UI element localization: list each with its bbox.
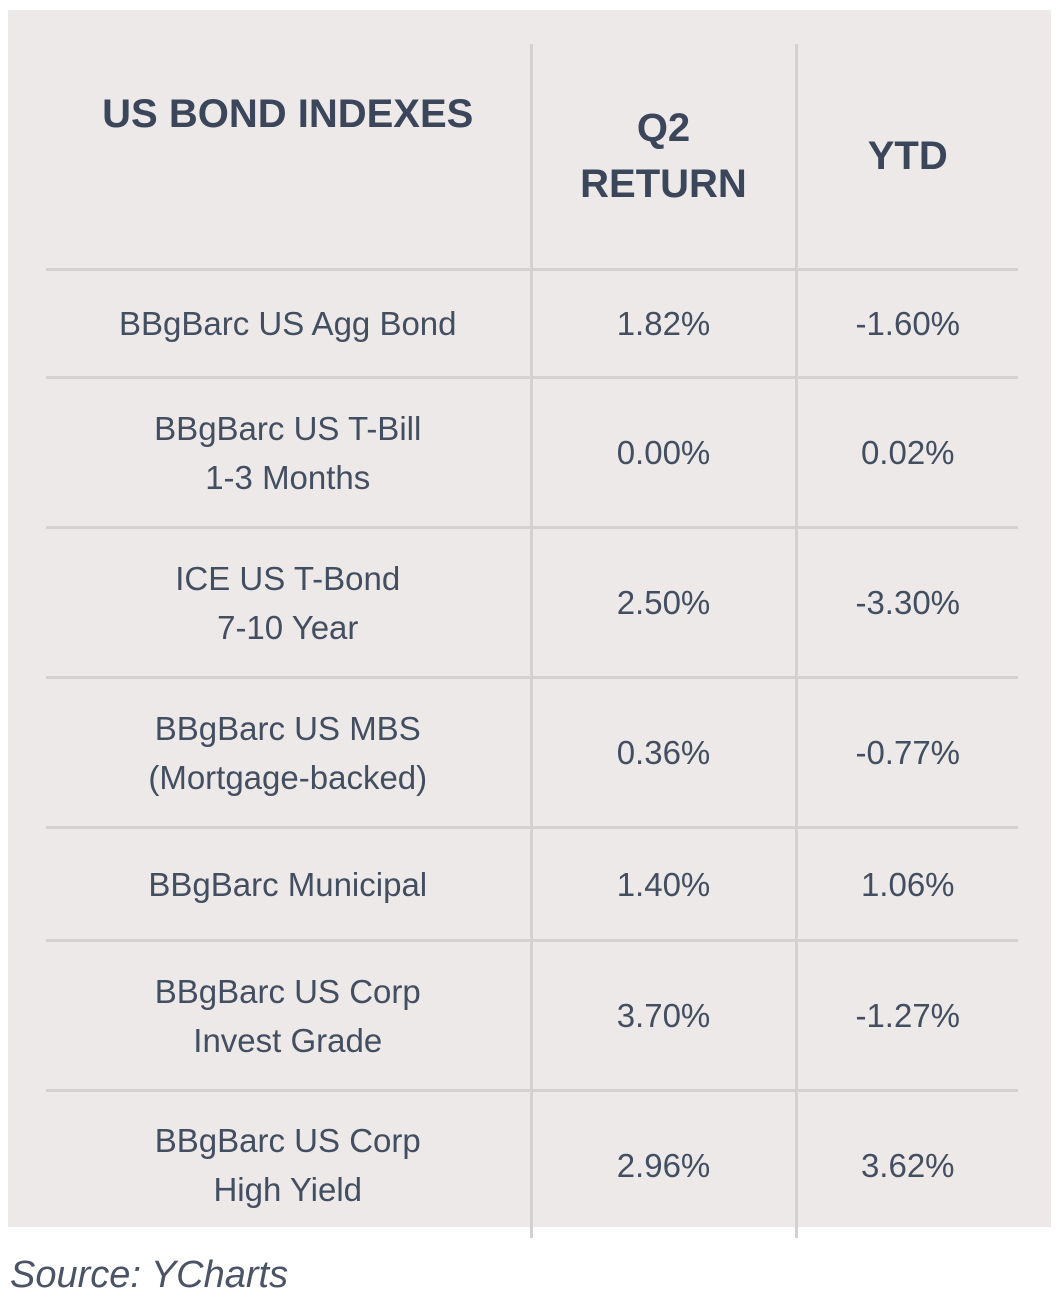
index-name-subtitle: 1-3 Months <box>205 459 370 496</box>
index-name-cell: BBgBarc Municipal <box>46 828 531 941</box>
index-name: BBgBarc US Corp <box>155 973 421 1010</box>
index-name: BBgBarc Municipal <box>148 866 427 903</box>
table-panel: US BOND INDEXES Q2 RETURN YTD BBgBarc US… <box>8 10 1051 1227</box>
index-name: BBgBarc US Agg Bond <box>119 305 457 342</box>
header-ytd-label: YTD <box>868 134 948 178</box>
index-name-cell: BBgBarc US MBS (Mortgage-backed) <box>46 678 531 828</box>
header-row: US BOND INDEXES Q2 RETURN YTD <box>46 44 1018 270</box>
q2-return-cell: 0.36% <box>531 678 796 828</box>
header-index-label: US BOND INDEXES <box>102 92 473 136</box>
q2-return-cell: 1.82% <box>531 270 796 378</box>
index-name-cell: ICE US T-Bond 7-10 Year <box>46 528 531 678</box>
index-name-subtitle: High Yield <box>213 1171 362 1208</box>
header-q2-line2: RETURN <box>580 162 747 206</box>
q2-return-cell: 1.40% <box>531 828 796 941</box>
q2-return-cell: 2.96% <box>531 1091 796 1239</box>
ytd-cell: -1.27% <box>796 941 1018 1091</box>
table-row: BBgBarc Municipal 1.40% 1.06% <box>46 828 1018 941</box>
index-name-subtitle: (Mortgage-backed) <box>148 759 427 796</box>
table-row: BBgBarc US Corp High Yield 2.96% 3.62% <box>46 1091 1018 1239</box>
ytd-cell: -3.30% <box>796 528 1018 678</box>
source-caption: Source: YCharts <box>10 1254 288 1297</box>
index-name-cell: BBgBarc US Corp Invest Grade <box>46 941 531 1091</box>
index-name-cell: BBgBarc US Corp High Yield <box>46 1091 531 1239</box>
bond-index-table: US BOND INDEXES Q2 RETURN YTD BBgBarc US… <box>46 44 1018 1238</box>
q2-return-cell: 0.00% <box>531 378 796 528</box>
ytd-cell: -0.77% <box>796 678 1018 828</box>
index-name-subtitle: 7-10 Year <box>217 609 358 646</box>
table-row: BBgBarc US Agg Bond 1.82% -1.60% <box>46 270 1018 378</box>
index-name: BBgBarc US MBS <box>155 710 421 747</box>
ytd-cell: 3.62% <box>796 1091 1018 1239</box>
ytd-cell: -1.60% <box>796 270 1018 378</box>
header-index: US BOND INDEXES <box>46 44 531 270</box>
q2-return-cell: 2.50% <box>531 528 796 678</box>
table-row: BBgBarc US T-Bill 1-3 Months 0.00% 0.02% <box>46 378 1018 528</box>
index-name: BBgBarc US Corp <box>155 1122 421 1159</box>
ytd-cell: 1.06% <box>796 828 1018 941</box>
ytd-cell: 0.02% <box>796 378 1018 528</box>
index-name: ICE US T-Bond <box>175 560 400 597</box>
index-name-cell: BBgBarc US Agg Bond <box>46 270 531 378</box>
index-name-cell: BBgBarc US T-Bill 1-3 Months <box>46 378 531 528</box>
index-name-subtitle: Invest Grade <box>193 1022 382 1059</box>
header-q2-return: Q2 RETURN <box>531 44 796 270</box>
header-q2-line1: Q2 <box>637 106 690 150</box>
table-row: ICE US T-Bond 7-10 Year 2.50% -3.30% <box>46 528 1018 678</box>
table-row: BBgBarc US Corp Invest Grade 3.70% -1.27… <box>46 941 1018 1091</box>
table-row: BBgBarc US MBS (Mortgage-backed) 0.36% -… <box>46 678 1018 828</box>
q2-return-cell: 3.70% <box>531 941 796 1091</box>
index-name: BBgBarc US T-Bill <box>154 410 421 447</box>
header-ytd: YTD <box>796 44 1018 270</box>
